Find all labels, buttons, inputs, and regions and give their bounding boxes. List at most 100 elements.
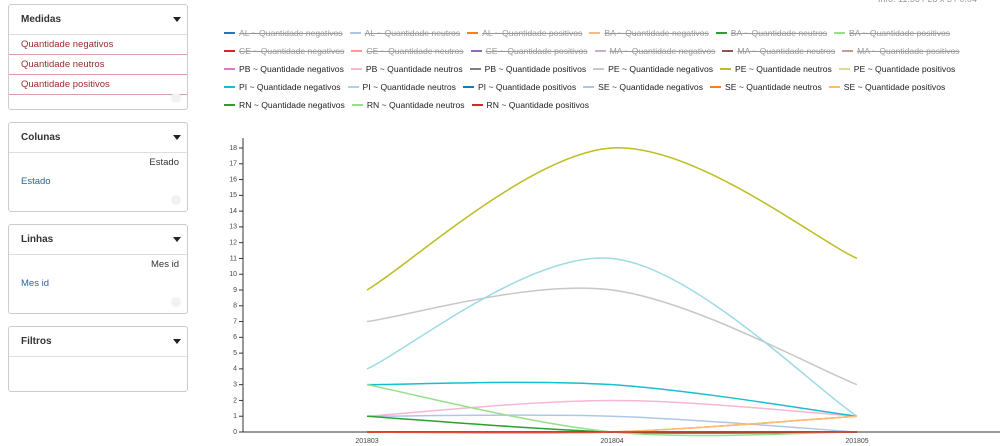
legend-label: RN ~ Quantidade negativos bbox=[239, 100, 345, 110]
dropdown-arrow[interactable] bbox=[173, 17, 181, 22]
legend-item[interactable]: RN ~ Quantidade negativos bbox=[224, 96, 345, 114]
info-value: 11:36 / 28 x 3 / 0.04 bbox=[898, 0, 977, 4]
legend-label: BA ~ Quantidade positivos bbox=[849, 28, 951, 38]
series-line bbox=[366, 381, 858, 417]
legend-swatch bbox=[351, 50, 363, 52]
legend-label: PI ~ Quantidade neutros bbox=[362, 82, 456, 92]
series-line bbox=[366, 399, 858, 417]
legend-item[interactable]: BA ~ Quantidade positivos bbox=[834, 24, 950, 42]
legend-label: SE ~ Quantidade positivos bbox=[843, 82, 946, 92]
legend-swatch bbox=[593, 68, 605, 70]
y-tick-label: 14 bbox=[229, 208, 237, 215]
panel-header[interactable]: Colunas bbox=[9, 123, 187, 153]
measure-item[interactable]: Quantidade positivos bbox=[9, 75, 187, 95]
legend-label: PI ~ Quantidade negativos bbox=[239, 82, 341, 92]
legend-swatch bbox=[224, 50, 235, 52]
y-tick-label: 5 bbox=[233, 350, 237, 357]
legend-item[interactable]: PB ~ Quantidade negativos bbox=[224, 60, 344, 78]
legend-label: CE ~ Quantidade neutros bbox=[366, 46, 464, 56]
legend-swatch bbox=[834, 32, 846, 34]
dropdown-arrow[interactable] bbox=[173, 237, 181, 242]
legend-item[interactable]: SE ~ Quantidade positivos bbox=[828, 78, 946, 96]
drop-target bbox=[171, 93, 181, 103]
legend-item[interactable]: RN ~ Quantidade positivos bbox=[471, 96, 589, 114]
legend-item[interactable]: CE ~ Quantidade negativos bbox=[224, 42, 344, 60]
legend-swatch bbox=[471, 104, 483, 106]
legend-label: CE ~ Quantidade negativos bbox=[239, 46, 345, 56]
legend-item[interactable]: BA ~ Quantidade neutros bbox=[715, 24, 828, 42]
legend-item[interactable]: BA ~ Quantidade negativos bbox=[589, 24, 709, 42]
legend-item[interactable]: PE ~ Quantidade neutros bbox=[720, 60, 832, 78]
legend-label: PB ~ Quantidade neutros bbox=[365, 64, 463, 74]
legend-label: AL ~ Quantidade neutros bbox=[364, 28, 461, 38]
legend-swatch bbox=[349, 32, 361, 34]
legend-item[interactable]: MA ~ Quantidade positivos bbox=[842, 42, 960, 60]
y-tick-label: 9 bbox=[233, 287, 237, 294]
legend-item[interactable]: PB ~ Quantidade positivos bbox=[469, 60, 587, 78]
panel-header[interactable]: Medidas bbox=[9, 5, 187, 35]
panel-title: Linhas bbox=[21, 234, 54, 245]
field-link[interactable]: Mes id bbox=[21, 278, 49, 289]
y-tick-label: 17 bbox=[229, 161, 237, 168]
panel-header[interactable]: Linhas bbox=[9, 225, 187, 255]
legend-item[interactable]: PB ~ Quantidade neutros bbox=[350, 60, 463, 78]
legend-item[interactable]: PI ~ Quantidade neutros bbox=[347, 78, 456, 96]
legend-swatch bbox=[715, 32, 727, 34]
legend-item[interactable]: AL ~ Quantidade neutros bbox=[349, 24, 461, 42]
y-tick-label: 1 bbox=[233, 413, 237, 420]
legend-item[interactable]: MA ~ Quantidade neutros bbox=[722, 42, 835, 60]
measure-item[interactable]: Quantidade negativos bbox=[9, 35, 187, 55]
legend-label: PE ~ Quantidade positivos bbox=[853, 64, 956, 74]
legend-swatch bbox=[470, 50, 482, 52]
legend-label: MA ~ Quantidade neutros bbox=[737, 46, 836, 56]
panel: Linhas Mes id Mes id bbox=[8, 224, 188, 314]
legend-label: SE ~ Quantidade negativos bbox=[598, 82, 703, 92]
legend-item[interactable]: CE ~ Quantidade positivos bbox=[470, 42, 588, 60]
y-tick-label: 11 bbox=[230, 255, 237, 262]
legend-item[interactable]: SE ~ Quantidade neutros bbox=[710, 78, 822, 96]
legend-item[interactable]: AL ~ Quantidade positivos bbox=[467, 24, 582, 42]
x-tick-label: 201804 bbox=[600, 438, 623, 445]
legend-item[interactable]: CE ~ Quantidade neutros bbox=[351, 42, 464, 60]
legend-item[interactable]: PI ~ Quantidade positivos bbox=[462, 78, 576, 96]
y-tick-label: 8 bbox=[233, 303, 237, 310]
legend-label: BA ~ Quantidade neutros bbox=[730, 28, 828, 38]
dropdown-arrow[interactable] bbox=[173, 339, 181, 344]
series-line bbox=[366, 257, 858, 417]
legend-swatch bbox=[710, 86, 721, 88]
legend-item[interactable]: PE ~ Quantidade positivos bbox=[838, 60, 956, 78]
legend-item[interactable]: RN ~ Quantidade neutros bbox=[351, 96, 465, 114]
legend-swatch bbox=[350, 68, 362, 70]
legend-label: PE ~ Quantidade neutros bbox=[735, 64, 832, 74]
panel: Colunas Estado Estado bbox=[8, 122, 188, 212]
measure-item[interactable]: Quantidade neutros bbox=[9, 55, 187, 75]
panel-title: Medidas bbox=[21, 14, 62, 25]
y-tick-label: 16 bbox=[229, 176, 237, 183]
panel-header[interactable]: Filtros bbox=[9, 327, 187, 357]
legend-item[interactable]: PE ~ Quantidade negativos bbox=[593, 60, 713, 78]
panel: Medidas Quantidade negativos Quantidade ne… bbox=[8, 4, 188, 110]
legend-label: RN ~ Quantidade positivos bbox=[486, 100, 589, 110]
legend-swatch bbox=[583, 86, 595, 88]
legend-item[interactable]: AL ~ Quantidade negativos bbox=[224, 24, 343, 42]
dropdown-arrow[interactable] bbox=[173, 135, 181, 140]
info-label: Info: bbox=[878, 0, 896, 4]
info: Info: 11:36 / 28 x 3 / 0.04 bbox=[878, 0, 977, 4]
legend-item[interactable]: MA ~ Quantidade negativos bbox=[594, 42, 715, 60]
legend-label: BA ~ Quantidade negativos bbox=[604, 28, 709, 38]
legend-label: CE ~ Quantidade positivos bbox=[485, 46, 588, 56]
legend-label: PB ~ Quantidade positivos bbox=[484, 64, 587, 74]
x-tick-label: 201805 bbox=[845, 438, 868, 445]
legend-item[interactable]: SE ~ Quantidade negativos bbox=[583, 78, 703, 96]
legend-swatch bbox=[838, 68, 850, 70]
legend-swatch bbox=[722, 50, 734, 52]
y-tick-label: 3 bbox=[233, 382, 237, 389]
field-link[interactable]: Estado bbox=[21, 176, 51, 187]
legend-swatch bbox=[224, 68, 235, 70]
legend-swatch bbox=[469, 68, 481, 70]
y-tick-label: 10 bbox=[229, 271, 237, 278]
x-tick-label: 201803 bbox=[355, 438, 378, 445]
legend-swatch bbox=[589, 32, 601, 34]
legend-item[interactable]: PI ~ Quantidade negativos bbox=[224, 78, 341, 96]
